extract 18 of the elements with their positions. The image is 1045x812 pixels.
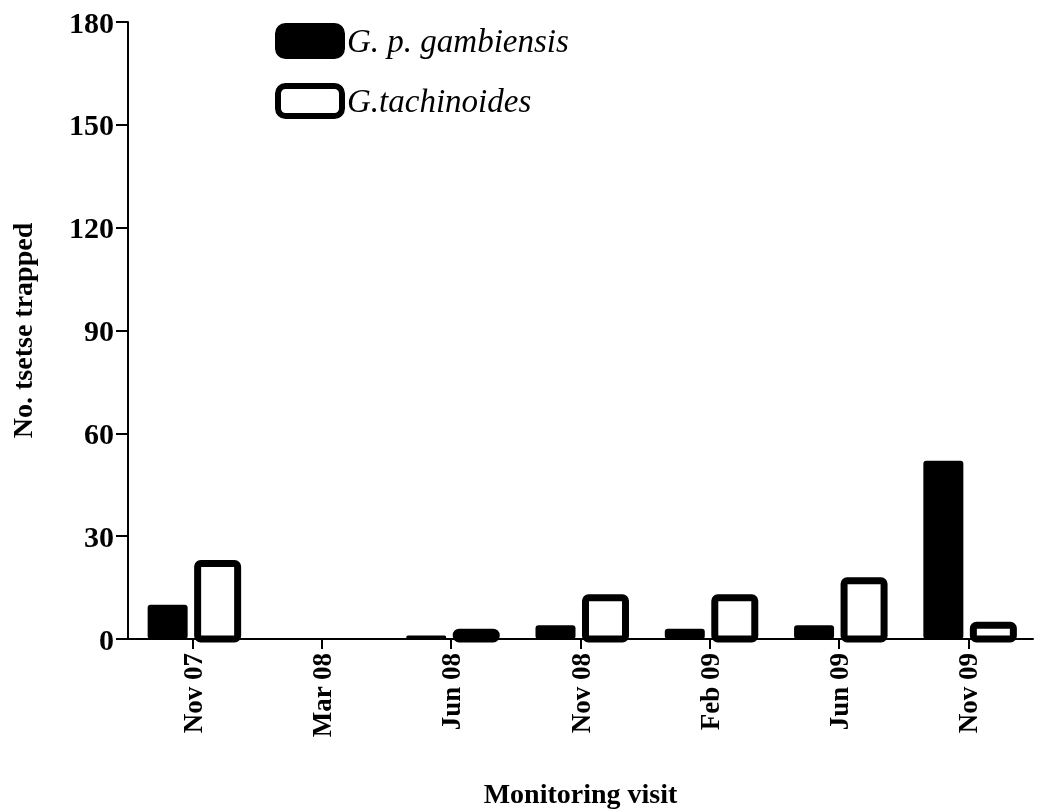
y-tick-label: 0 [99,622,114,656]
x-tick-label: Jun 09 [824,653,855,731]
y-tick-label: 90 [84,314,114,347]
y-tick-label: 150 [69,108,114,142]
y-tick-label: 120 [69,211,114,245]
y-tick-label: 60 [84,416,114,450]
legend-label: G. p. gambiensis [347,23,569,59]
x-tick-label: Nov 09 [953,653,984,734]
x-axis-title: Monitoring visit [483,777,678,809]
y-tick-label: 30 [84,519,114,553]
x-tick-label: Jun 08 [436,653,467,731]
y-tick-label: 180 [69,5,114,39]
legend-label: G.tachinoides [347,83,532,119]
x-tick-label: Mar 08 [306,653,337,738]
x-tick-label: Nov 07 [177,653,208,734]
x-tick-label: Feb 09 [694,653,725,731]
y-axis-title: No. tsetse trapped [6,222,38,439]
x-tick-label: Nov 08 [565,653,596,734]
